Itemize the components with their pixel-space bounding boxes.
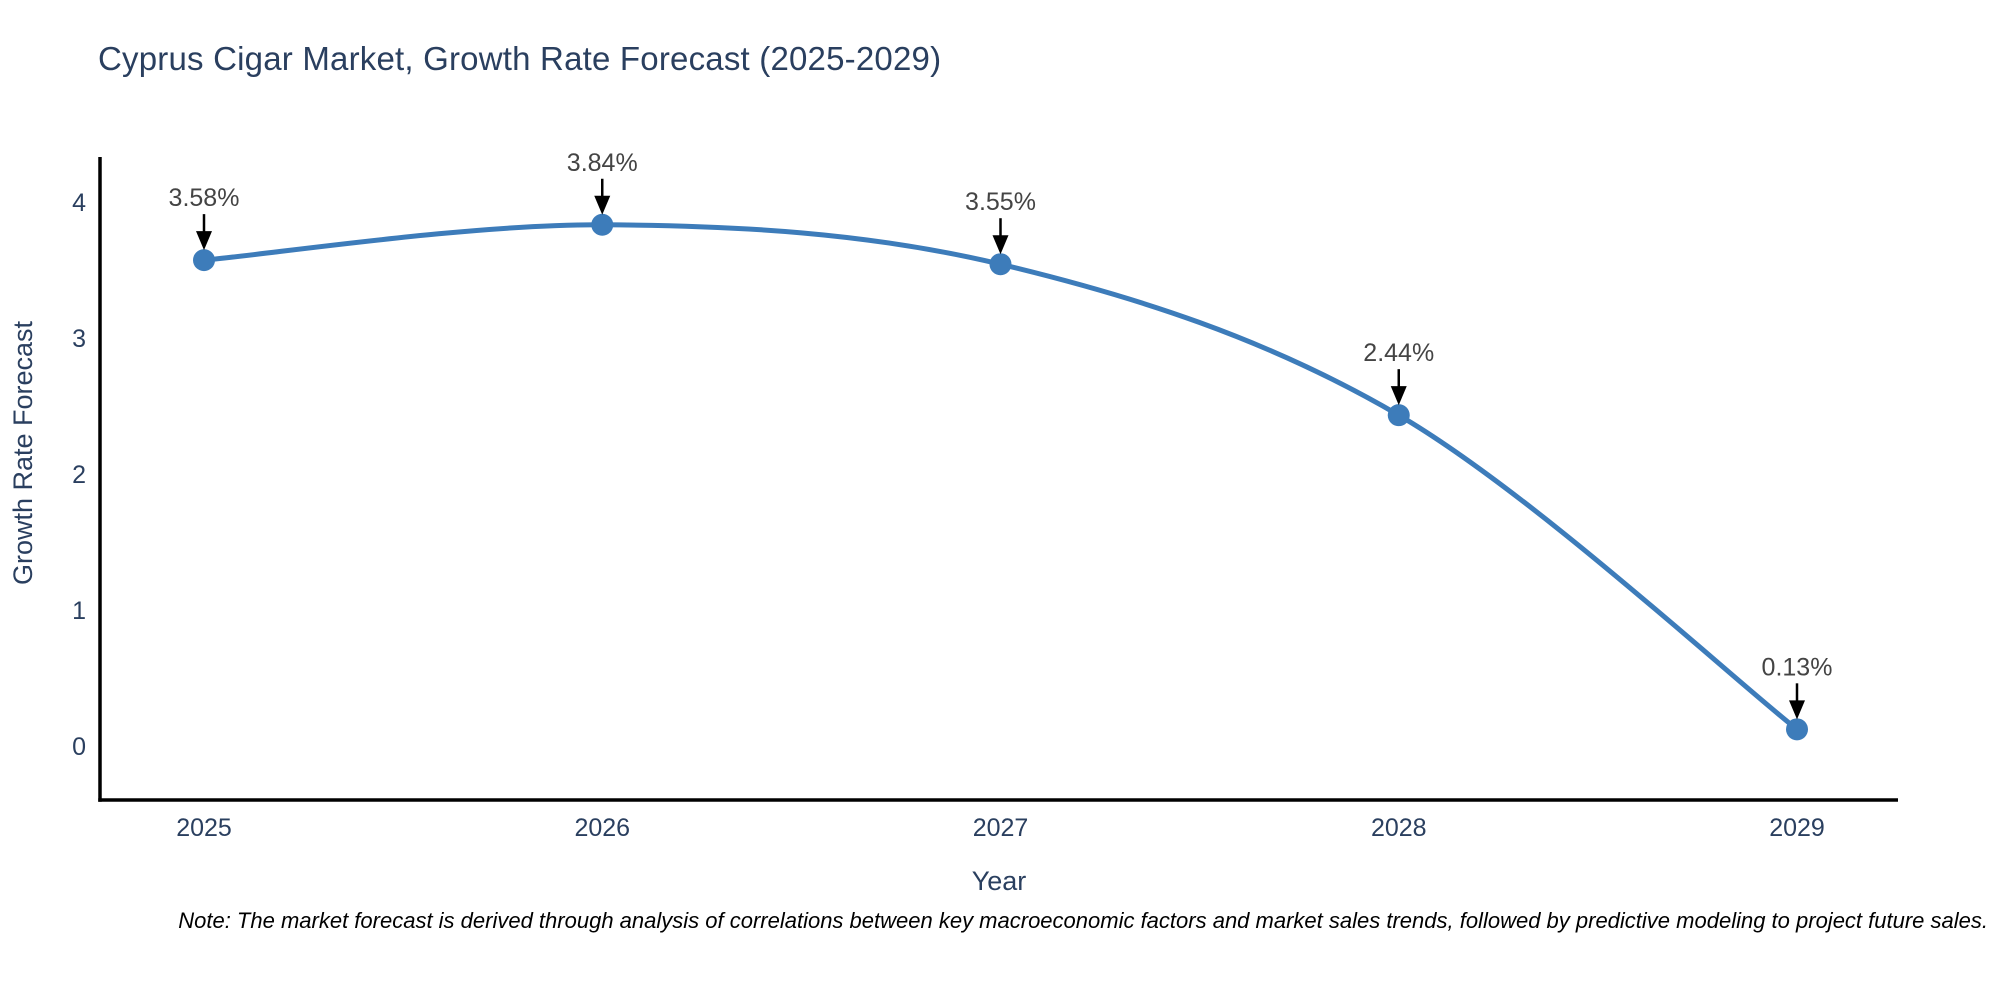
annotation-arrow-head xyxy=(1789,700,1805,720)
y-tick-label: 1 xyxy=(72,597,86,625)
y-tick-label: 3 xyxy=(72,325,86,353)
chart-title: Cyprus Cigar Market, Growth Rate Forecas… xyxy=(98,40,942,77)
x-axis-title: Year xyxy=(972,866,1027,896)
data-point-marker xyxy=(989,253,1012,276)
x-tick-label: 2025 xyxy=(176,814,232,842)
x-tick-label: 2026 xyxy=(574,814,630,842)
annotation-arrow-head xyxy=(196,231,212,251)
footnote: Note: The market forecast is derived thr… xyxy=(178,908,1988,933)
annotation-label: 3.58% xyxy=(169,184,240,212)
y-tick-label: 2 xyxy=(72,461,86,489)
x-tick-label: 2027 xyxy=(973,814,1029,842)
annotation-label: 0.13% xyxy=(1762,653,1833,681)
y-tick-label: 4 xyxy=(72,189,86,217)
annotation-arrow-head xyxy=(594,195,611,215)
annotation-label: 2.44% xyxy=(1363,339,1434,367)
annotation-arrow-head xyxy=(1390,386,1407,406)
y-tick-label: 0 xyxy=(72,733,86,761)
trend-line xyxy=(201,222,1800,732)
annotation-label: 3.84% xyxy=(567,149,638,177)
annotation-label: 3.55% xyxy=(965,188,1036,216)
data-point-marker xyxy=(1387,404,1410,427)
data-point-marker xyxy=(591,213,614,236)
data-point-marker xyxy=(1786,718,1808,741)
x-tick-label: 2028 xyxy=(1371,814,1427,842)
annotation-arrow-head xyxy=(992,235,1009,255)
x-tick-label: 2029 xyxy=(1769,814,1825,842)
data-point-marker xyxy=(193,249,215,272)
y-axis-title: Growth Rate Forecast xyxy=(8,320,38,585)
